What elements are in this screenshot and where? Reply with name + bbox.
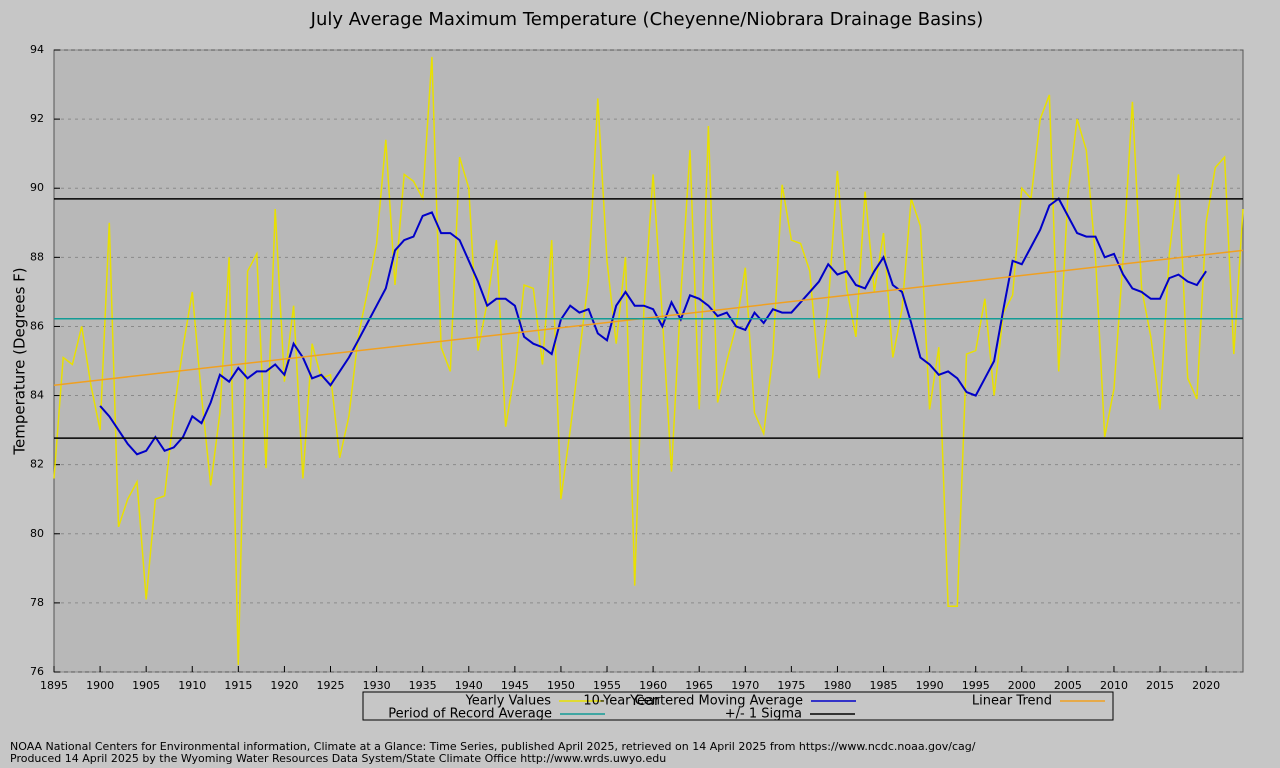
legend-label: Yearly Values (465, 694, 552, 709)
legend-label: 10-Year Centered Moving Average (583, 694, 803, 709)
series-line (53, 249, 1244, 386)
footer: Produced 14 April 2025 by the Wyoming Wa… (10, 752, 666, 765)
y-tick-label: 92 (30, 112, 44, 125)
x-tick-label: 1990 (916, 679, 944, 692)
series-line (99, 197, 1207, 456)
y-tick-label: 94 (30, 43, 44, 56)
y-tick-label: 78 (30, 596, 44, 609)
footer: NOAA National Centers for Environmental … (10, 740, 976, 753)
x-tick-label: 1900 (86, 679, 114, 692)
plot-area (53, 49, 1244, 673)
y-tick-label: 88 (30, 250, 44, 263)
x-tick-label: 1935 (409, 679, 437, 692)
x-tick-label: 1965 (685, 679, 713, 692)
y-tick-label: 86 (30, 319, 44, 332)
y-axis-label: Temperature (Degrees F) (11, 267, 29, 455)
x-tick-label: 2015 (1146, 679, 1174, 692)
x-tick-label: 2005 (1054, 679, 1082, 692)
y-tick-label: 76 (30, 665, 44, 678)
x-tick-label: 1915 (224, 679, 252, 692)
x-tick-label: 1925 (317, 679, 345, 692)
x-tick-label: 1975 (777, 679, 805, 692)
x-tick-label: 1985 (870, 679, 898, 692)
legend-label: +/- 1 Sigma (725, 707, 802, 722)
x-tick-label: 1910 (178, 679, 206, 692)
chart-title: July Average Maximum Temperature (Cheyen… (310, 9, 984, 30)
x-tick-label: 1960 (639, 679, 667, 692)
x-tick-label: 1955 (593, 679, 621, 692)
y-tick-label: 90 (30, 181, 44, 194)
x-tick-label: 2010 (1100, 679, 1128, 692)
legend (362, 691, 1114, 721)
x-tick-label: 1940 (455, 679, 483, 692)
x-tick-label: 2020 (1192, 679, 1220, 692)
series-line (53, 56, 1244, 666)
y-tick-label: 82 (30, 458, 44, 471)
y-tick-label: 80 (30, 527, 44, 540)
x-tick-label: 1905 (132, 679, 160, 692)
x-tick-label: 1950 (547, 679, 575, 692)
x-tick-label: 1970 (731, 679, 759, 692)
x-tick-label: 1945 (501, 679, 529, 692)
x-tick-label: 2000 (1008, 679, 1036, 692)
x-tick-label: 1980 (823, 679, 851, 692)
x-tick-label: 1895 (40, 679, 68, 692)
y-tick-label: 84 (30, 389, 44, 402)
legend-label: Period of Record Average (388, 707, 552, 722)
x-axis-label: Year (629, 693, 660, 709)
x-tick-label: 1920 (270, 679, 298, 692)
x-tick-label: 1995 (962, 679, 990, 692)
legend-label: Linear Trend (972, 694, 1052, 709)
x-tick-label: 1930 (363, 679, 391, 692)
